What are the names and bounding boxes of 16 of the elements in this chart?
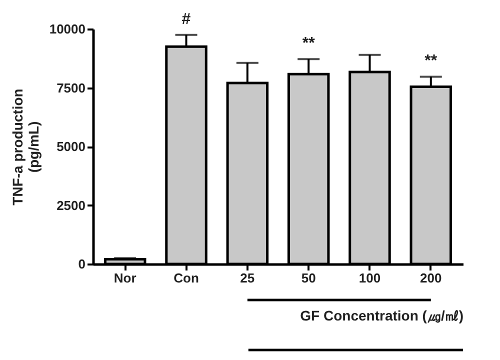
x-tick-label: 50 xyxy=(301,270,316,286)
annotation: ** xyxy=(302,35,316,52)
y-tick-label: 0 xyxy=(78,256,86,272)
x-tick-label: 100 xyxy=(358,270,381,286)
x-axis-title: GF Concentration (㎍/㎖) xyxy=(300,308,464,324)
y-tick-label: 5000 xyxy=(56,139,86,154)
x-tick-label: 200 xyxy=(420,270,442,286)
x-tick-label: Nor xyxy=(114,270,136,286)
annotation: ** xyxy=(424,52,438,70)
annotation: # xyxy=(182,10,191,28)
x-tick-label: 25 xyxy=(240,270,255,286)
y-tick-label: 10000 xyxy=(49,22,86,36)
y-tick-label: 7500 xyxy=(56,80,86,96)
y-axis-title: TNF-a production (pg/mL) xyxy=(9,88,42,206)
x-tick-label: Con xyxy=(174,270,199,286)
y-tick-label: 2500 xyxy=(56,198,86,213)
